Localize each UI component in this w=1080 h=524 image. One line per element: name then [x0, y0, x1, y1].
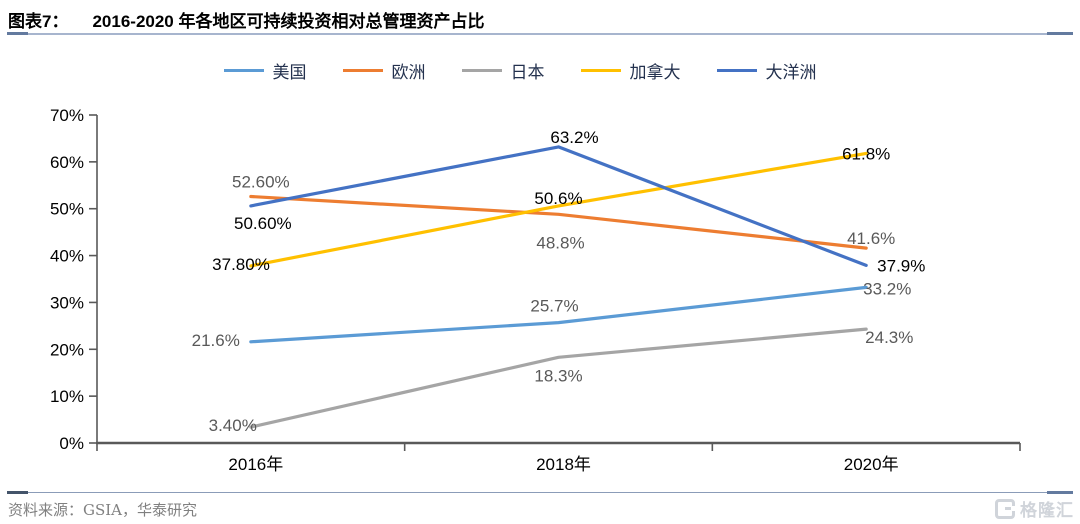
data-label-canada: 50.6%	[534, 189, 582, 208]
line-chart: 0% 10% 20% 30% 40% 50% 60% 70% 2016年 2018年 2020年 21…	[50, 106, 1021, 474]
gelonghui-logo-icon	[995, 498, 1015, 519]
legend-label-europe: 欧洲	[391, 63, 426, 83]
data-label-europe: 41.6%	[847, 229, 895, 248]
source-note: 资料来源：GSIA，华泰研究	[8, 501, 198, 519]
data-label-europe: 48.8%	[536, 233, 584, 252]
legend-label-usa: 美国	[272, 63, 307, 83]
y-tick-label: 30%	[50, 293, 84, 312]
data-label-canada: 61.8%	[842, 144, 890, 163]
data-label-usa: 25.7%	[530, 297, 578, 316]
data-label-europe: 52.60%	[232, 173, 290, 192]
data-label-japan: 3.40%	[209, 416, 257, 435]
legend-swatch-usa	[223, 69, 264, 72]
series-line-europe	[249, 194, 868, 250]
data-label-japan: 24.3%	[865, 328, 913, 347]
x-category-label: 2020年	[844, 455, 899, 474]
data-label-oceania: 37.9%	[877, 256, 925, 275]
data-label-oceania: 63.2%	[550, 128, 598, 147]
legend-label-oceania: 大洋洲	[765, 63, 817, 83]
watermark-text: 格隆汇	[1020, 501, 1074, 520]
legend-item-europe: 欧洲	[342, 58, 426, 83]
data-label-oceania: 50.60%	[234, 214, 292, 233]
data-label-japan: 18.3%	[534, 366, 582, 385]
legend-swatch-canada	[580, 69, 621, 72]
legend-swatch-europe	[342, 69, 383, 72]
legend-item-oceania: 大洋洲	[716, 58, 817, 83]
figure-title: 2016-2020 年各地区可持续投资相对总管理资产占比	[92, 12, 485, 31]
x-category-label: 2016年	[228, 455, 283, 474]
data-label-usa: 33.2%	[863, 279, 911, 298]
legend-swatch-oceania	[716, 69, 757, 72]
gelonghui-watermark: 格隆汇	[995, 496, 1074, 521]
chart-area: 0% 10% 20% 30% 40% 50% 60% 70% 2016年 2018年 2020年 21…	[0, 100, 1080, 485]
legend-item-japan: 日本	[461, 58, 545, 83]
header-divider	[7, 32, 1073, 35]
legend-item-canada: 加拿大	[580, 58, 681, 83]
legend-label-japan: 日本	[510, 63, 545, 83]
series-line-usa	[249, 285, 868, 344]
y-tick-label: 70%	[50, 106, 84, 125]
series-line-oceania	[249, 145, 868, 267]
footer-divider	[7, 491, 1073, 494]
y-tick-label: 20%	[50, 340, 84, 359]
y-tick-label: 40%	[50, 247, 84, 266]
data-label-canada: 37.80%	[212, 255, 270, 274]
series-line-japan	[249, 327, 868, 429]
y-tick-label: 50%	[50, 200, 84, 219]
data-label-usa: 21.6%	[192, 331, 240, 350]
y-tick-label: 0%	[59, 434, 84, 453]
figure-number: 图表7：	[8, 12, 69, 31]
legend-item-usa: 美国	[223, 58, 307, 83]
x-category-label: 2018年	[536, 455, 591, 474]
legend-label-canada: 加拿大	[629, 63, 681, 83]
series-line-canada	[249, 151, 868, 268]
y-tick-label: 10%	[50, 387, 84, 406]
y-tick-label: 60%	[50, 153, 84, 172]
legend-swatch-japan	[461, 69, 502, 72]
figure-header: 图表7： 2016-2020 年各地区可持续投资相对总管理资产占比	[8, 7, 1072, 32]
chart-legend: 美国 欧洲 日本 加拿大 大洋洲	[0, 58, 1040, 83]
